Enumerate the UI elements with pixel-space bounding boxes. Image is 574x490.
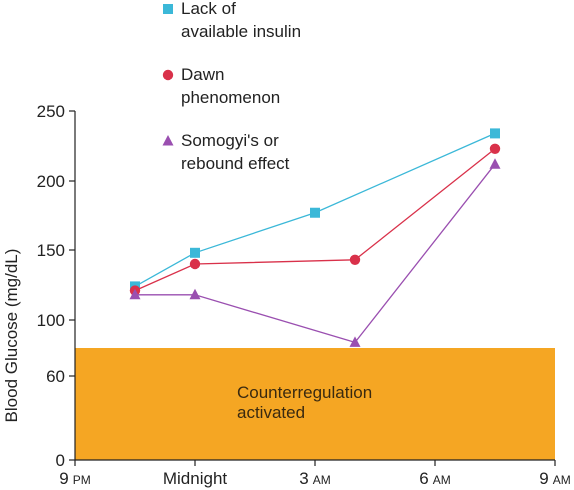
data-point bbox=[349, 254, 361, 265]
legend-item: Somogyi's or rebound effect bbox=[162, 131, 290, 173]
series-line bbox=[134, 132, 496, 287]
series-line bbox=[134, 148, 496, 292]
legend-marker bbox=[162, 69, 174, 81]
legend-marker bbox=[162, 135, 174, 146]
region-label-line2: activated bbox=[237, 403, 305, 422]
x-tick-label: 9 AM bbox=[539, 469, 570, 488]
series-circle bbox=[129, 143, 501, 296]
y-tick-label: 0 bbox=[56, 451, 65, 470]
data-point bbox=[189, 258, 201, 270]
legend-marker bbox=[163, 4, 173, 14]
data-point bbox=[489, 143, 501, 154]
legend-item: Lack of available insulin bbox=[163, 0, 301, 41]
legend-label-line1: Somogyi's or bbox=[181, 131, 279, 150]
x-tick-label: 6 AM bbox=[419, 469, 450, 488]
counterregulation-region bbox=[75, 348, 555, 460]
legend-label-line1: Dawn bbox=[181, 65, 224, 84]
series-square bbox=[130, 128, 500, 292]
legend-label-line2: available insulin bbox=[181, 22, 301, 41]
y-tick-label: 100 bbox=[37, 311, 65, 330]
legend-label-line2: phenomenon bbox=[181, 88, 280, 107]
data-point bbox=[129, 288, 141, 300]
y-tick-label: 200 bbox=[37, 172, 65, 191]
y-axis-label: Blood Glucose (mg/dL) bbox=[2, 249, 21, 423]
y-tick-label: 150 bbox=[37, 241, 65, 260]
legend-label-line1: Lack of bbox=[181, 0, 236, 18]
data-point bbox=[190, 247, 200, 258]
series-triangle bbox=[129, 158, 501, 347]
series-line bbox=[135, 163, 496, 344]
x-tick-label: Midnight bbox=[163, 469, 228, 488]
data-point bbox=[490, 128, 500, 139]
legend-label-line2: rebound effect bbox=[181, 154, 290, 173]
legend-item: Dawn phenomenon bbox=[162, 65, 280, 107]
x-tick-label: 3 AM bbox=[299, 469, 330, 488]
data-point bbox=[489, 158, 501, 169]
y-tick-label: 250 bbox=[37, 102, 65, 121]
x-tick-label: 9 PM bbox=[59, 469, 90, 488]
data-point bbox=[310, 207, 320, 218]
data-point bbox=[349, 336, 361, 347]
y-tick-label: 60 bbox=[46, 367, 65, 386]
data-point bbox=[189, 288, 201, 300]
region-label-line1: Counterregulation bbox=[237, 383, 372, 402]
